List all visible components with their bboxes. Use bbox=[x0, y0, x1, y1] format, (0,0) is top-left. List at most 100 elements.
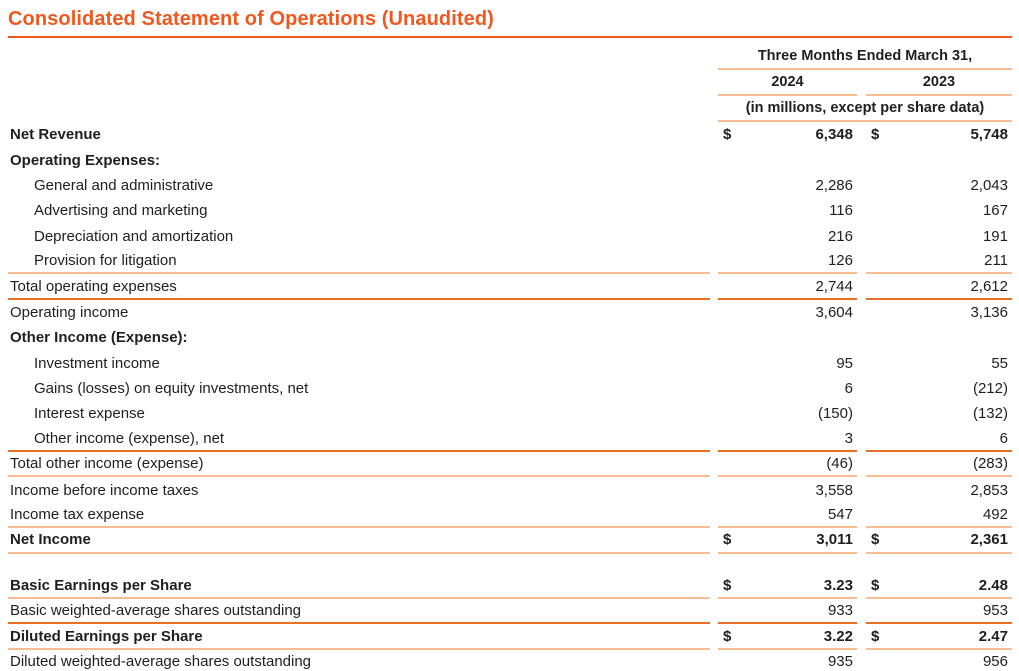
column-gap bbox=[857, 599, 866, 624]
value-2023: 167 bbox=[866, 198, 1012, 223]
row-label: Interest expense bbox=[34, 405, 145, 423]
value-number: 3,558 bbox=[815, 481, 853, 499]
value-2023: 211 bbox=[866, 249, 1012, 275]
value-number: (212) bbox=[972, 380, 1008, 398]
value-number: 216 bbox=[827, 227, 853, 245]
table-row: Advertising and marketing 116 167 bbox=[8, 198, 1012, 223]
value-2024: 935 bbox=[718, 650, 857, 671]
column-gap bbox=[857, 300, 866, 325]
value-2024: 2,286 bbox=[718, 173, 857, 198]
value-number: 3,011 bbox=[816, 531, 853, 549]
value-2023: $ 5,748 bbox=[866, 122, 1012, 147]
column-gap bbox=[710, 224, 718, 249]
column-gap bbox=[710, 503, 718, 528]
value-number: 3.22 bbox=[823, 627, 853, 645]
value-number: 6 bbox=[999, 429, 1008, 447]
table-row: Diluted weighted-average shares outstand… bbox=[8, 650, 1012, 671]
column-gap bbox=[857, 147, 866, 172]
value-number: 2.47 bbox=[978, 627, 1008, 645]
row-label: Other Income (Expense): bbox=[10, 329, 188, 347]
value-2024 bbox=[718, 147, 857, 172]
column-gap bbox=[857, 274, 866, 299]
value-2024: $ 3,011 bbox=[718, 528, 857, 554]
table-row: Investment income 95 55 bbox=[8, 351, 1012, 376]
column-gap bbox=[710, 376, 718, 401]
column-gap bbox=[710, 198, 718, 223]
row-label: Advertising and marketing bbox=[34, 202, 208, 220]
value-number: 2,612 bbox=[970, 277, 1008, 295]
page-title: Consolidated Statement of Operations (Un… bbox=[8, 8, 494, 30]
table-body: Net Revenue $ 6,348 $ 5,748 Operating Ex… bbox=[8, 122, 1012, 671]
value-2023: 953 bbox=[866, 599, 1012, 625]
table-row: Operating income 3,604 3,136 bbox=[8, 300, 1012, 325]
column-gap bbox=[857, 351, 866, 376]
column-gap bbox=[710, 574, 718, 599]
column-gap bbox=[710, 401, 718, 426]
value-number: 935 bbox=[827, 653, 853, 670]
table-row bbox=[8, 554, 1012, 574]
value-2023: (212) bbox=[866, 376, 1012, 401]
column-gap bbox=[857, 503, 866, 528]
row-label: Basic Earnings per Share bbox=[8, 574, 710, 600]
value-2023: 492 bbox=[866, 503, 1012, 529]
value-number: 492 bbox=[982, 506, 1008, 524]
column-gap bbox=[857, 376, 866, 401]
value-2024: (46) bbox=[718, 452, 857, 478]
units-note: (in millions, except per share data) bbox=[718, 96, 1012, 122]
value-number: 211 bbox=[984, 252, 1008, 270]
value-2023: (132) bbox=[866, 401, 1012, 426]
value-number: 547 bbox=[827, 506, 853, 524]
row-label: Gains (losses) on equity investments, ne… bbox=[34, 380, 309, 398]
column-gap bbox=[857, 574, 866, 599]
column-gap bbox=[857, 122, 866, 147]
row-label: Total operating expenses bbox=[8, 274, 710, 300]
value-2024: 547 bbox=[718, 503, 857, 529]
value-2023: $ 2.47 bbox=[866, 624, 1012, 650]
column-gap bbox=[857, 249, 866, 274]
value-2023: 191 bbox=[866, 224, 1012, 249]
column-gap bbox=[710, 173, 718, 198]
year-2023-header: 2023 bbox=[866, 70, 1012, 96]
column-gap bbox=[857, 452, 866, 477]
row-label: Investment income bbox=[34, 354, 160, 372]
column-gap bbox=[857, 477, 866, 502]
value-2023: 2,043 bbox=[866, 173, 1012, 198]
year-header-row: 2024 2023 bbox=[8, 70, 1012, 96]
value-2024: 95 bbox=[718, 351, 857, 376]
column-gap bbox=[710, 452, 718, 477]
row-label: Diluted weighted-average shares outstand… bbox=[8, 650, 710, 671]
dollar-sign: $ bbox=[723, 627, 732, 645]
value-number: 3,136 bbox=[970, 303, 1008, 321]
value-number: (132) bbox=[972, 405, 1008, 423]
table-row: Total operating expenses 2,744 2,612 bbox=[8, 274, 1012, 300]
value-number: 95 bbox=[836, 354, 853, 372]
row-label: Operating Expenses: bbox=[10, 151, 161, 169]
value-2024 bbox=[718, 325, 857, 350]
dollar-sign: $ bbox=[871, 627, 880, 645]
value-2023: $ 2.48 bbox=[866, 574, 1012, 600]
row-label: Operating income bbox=[10, 303, 129, 321]
table-row: Diluted Earnings per Share $ 3.22 $ 2.47 bbox=[8, 624, 1012, 650]
row-label: General and administrative bbox=[34, 176, 214, 194]
value-2023 bbox=[866, 325, 1012, 350]
column-gap bbox=[710, 325, 718, 350]
period-header: Three Months Ended March 31, bbox=[718, 44, 1012, 70]
table-row: Other Income (Expense): bbox=[8, 325, 1012, 350]
dollar-sign: $ bbox=[723, 576, 732, 594]
row-label: Depreciation and amortization bbox=[34, 227, 234, 245]
units-note-row: (in millions, except per share data) bbox=[8, 96, 1012, 122]
row-label: Total other income (expense) bbox=[8, 452, 710, 478]
value-2024: 3,604 bbox=[718, 300, 857, 325]
table-row: Gains (losses) on equity investments, ne… bbox=[8, 376, 1012, 401]
column-gap bbox=[710, 477, 718, 502]
value-number: 5,748 bbox=[970, 126, 1008, 144]
column-gap bbox=[710, 351, 718, 376]
value-2024: 933 bbox=[718, 599, 857, 625]
value-number: 191 bbox=[982, 227, 1008, 245]
table-row: Net Income $ 3,011 $ 2,361 bbox=[8, 528, 1012, 554]
value-2024: 3 bbox=[718, 427, 857, 453]
column-gap bbox=[710, 427, 718, 452]
value-number: 167 bbox=[982, 202, 1008, 220]
column-gap bbox=[710, 249, 718, 274]
table-row: Net Revenue $ 6,348 $ 5,748 bbox=[8, 122, 1012, 147]
